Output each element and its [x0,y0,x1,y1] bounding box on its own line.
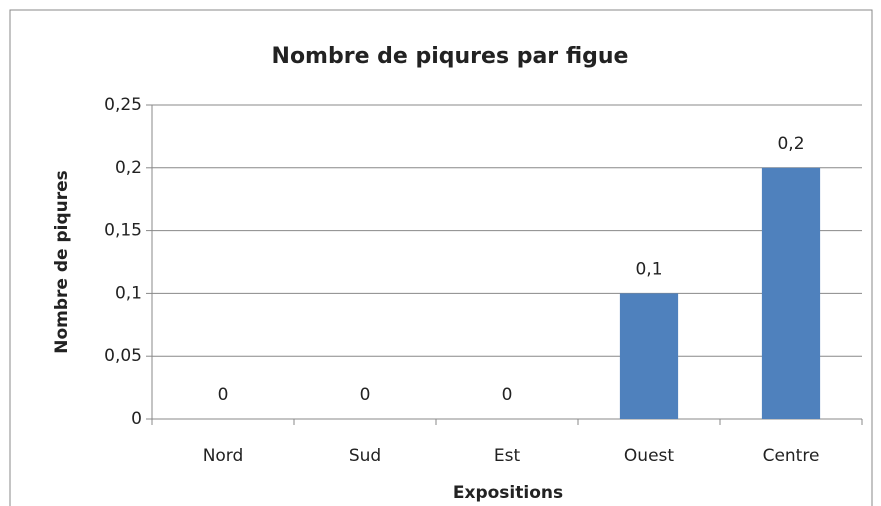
value-label: 0 [360,385,371,405]
y-tick-label: 0,2 [115,158,142,178]
value-label: 0 [218,385,229,405]
x-tick-label: Ouest [624,446,674,466]
bar [761,167,821,419]
y-tick-label: 0,15 [104,221,142,241]
x-tick-label: Nord [203,446,244,466]
bar [619,293,679,419]
y-tick-label: 0,05 [104,346,142,366]
x-axis-label: Expositions [453,483,563,503]
x-tick-label: Sud [349,446,381,466]
y-axis-label: Nombre de piqures [52,170,72,354]
value-label: 0 [502,385,513,405]
y-tick-label: 0,25 [104,95,142,115]
x-tick-label: Est [494,446,521,466]
y-tick-label: 0,1 [115,283,142,303]
y-tick-label: 0 [131,409,142,429]
chart-title: Nombre de piqures par figue [272,44,629,69]
value-label: 0,1 [635,259,662,279]
chart-frame [9,9,873,506]
x-tick-label: Centre [763,446,820,466]
value-label: 0,2 [777,134,804,154]
